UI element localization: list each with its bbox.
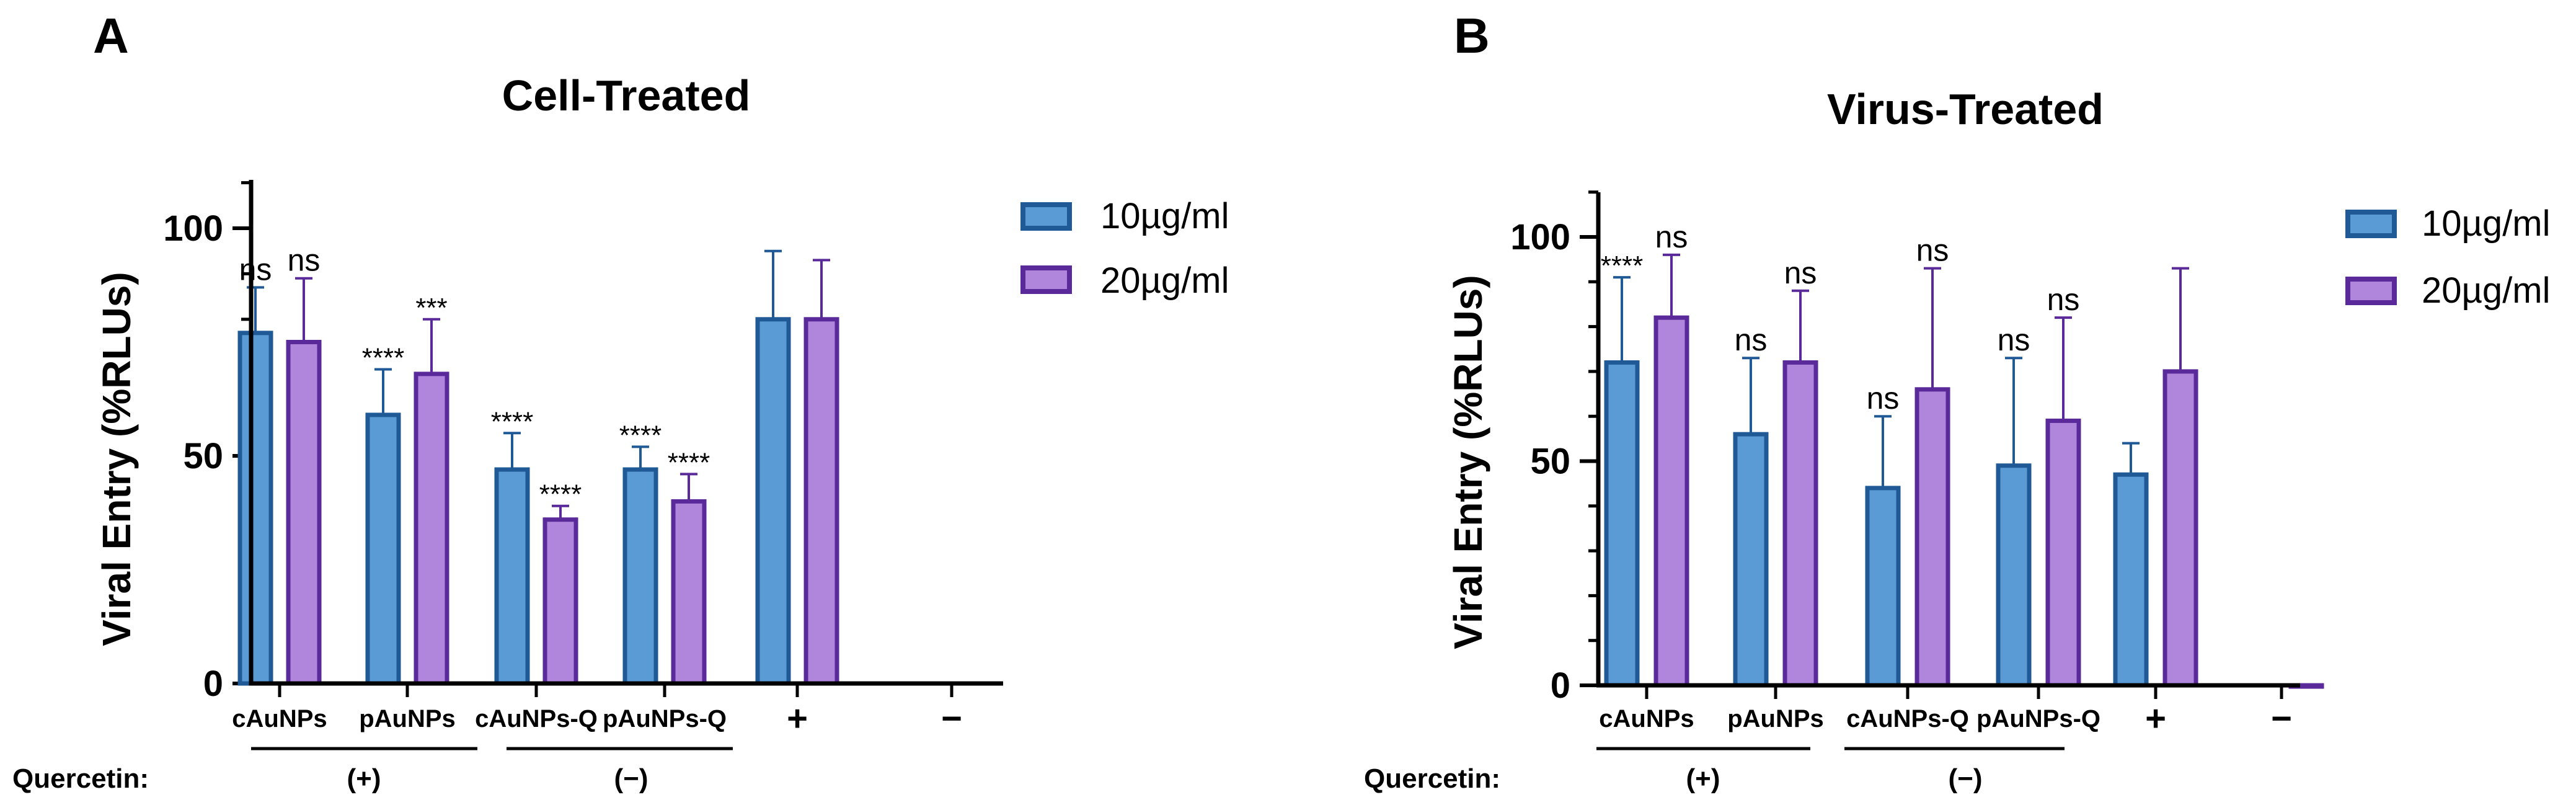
panel-b-bar (2045, 418, 2081, 688)
panel-b-significance-label: ns (1735, 323, 1768, 357)
legend-label-series1: 10µg/ml (1100, 196, 1229, 236)
group-label-plus: (+) (1686, 763, 1720, 794)
panel-b-significance-label: ns (2047, 282, 2080, 317)
group-label-minus: (−) (1949, 763, 1983, 794)
panel-a-significance-label: **** (362, 343, 405, 373)
quercetin-label: Quercetin: (1364, 763, 1500, 794)
panel-b-bar (1782, 360, 1818, 688)
panel-b-y-tick-label: 100 (1510, 217, 1570, 257)
panel-b-legend: 10µg/ml 20µg/ml (2345, 203, 2551, 311)
group-label-plus: (+) (347, 763, 381, 794)
panel-a-bar (237, 331, 273, 686)
panel-a-significance-label: ns (239, 252, 272, 287)
panel-a-significance-label: **** (668, 447, 710, 478)
panel-b-bar (2162, 369, 2198, 688)
panel-a-bar (622, 467, 658, 686)
panel-b-bar (1653, 315, 1689, 688)
panel-a-bar (286, 340, 322, 686)
legend-swatch-series1 (1020, 202, 1072, 231)
quercetin-label: Quercetin: (12, 763, 149, 794)
panel-a-significance-label: ns (288, 243, 321, 278)
panel-b-quercetin-footer: Quercetin: (+) (−) (1364, 747, 2065, 794)
panel-a-bar (671, 499, 707, 686)
panel-b-letter: B (1454, 8, 1490, 63)
panel-b-significance-label: ns (1867, 381, 1900, 416)
panel-a-significance-label: **** (491, 406, 534, 437)
panel-a-y-axis-label: Viral Entry (%RLUs) (94, 272, 139, 646)
panel-a-bar (494, 467, 530, 686)
legend-label-series2: 20µg/ml (2422, 270, 2551, 311)
panel-b-y-tick-label: 50 (1530, 442, 1570, 482)
legend-swatch-series2 (1020, 265, 1072, 294)
panel-a-x-tick-label: pAuNPs-Q (603, 705, 727, 732)
panel-a-legend: 10µg/ml 20µg/ml (1020, 196, 1229, 301)
panel-b-y-tick-label: 0 (1551, 665, 1570, 706)
panel-b-significance-label: **** (1601, 251, 1644, 281)
panel-a-bar (414, 372, 449, 686)
panel-a-y-tick-label: 50 (183, 436, 223, 476)
panel-a-x-tick-label: cAuNPs (232, 705, 327, 732)
panel-b-x-tick-label: pAuNPs-Q (1976, 705, 2100, 732)
panel-a-x-tick-label: cAuNPs-Q (475, 705, 598, 732)
panel-b: B Virus-Treated Viral Entry (%RLUs) 0 50 1… (1364, 8, 2551, 794)
panel-b-significance-label: ns (1784, 256, 1817, 290)
panel-a-letter: A (93, 8, 129, 63)
legend-swatch-series2 (2345, 277, 2397, 305)
panel-b-x-tick-label: cAuNPs (1599, 705, 1694, 732)
panel-a-bar (803, 317, 839, 686)
panel-a: A Cell-Treated Viral Entry (%RLUs) 0 50 10… (12, 8, 1229, 794)
panel-b-bar (1733, 432, 1769, 688)
panel-b-y-axis-label: Viral Entry (%RLUs) (1446, 275, 1490, 649)
panel-a-y-tick-label: 0 (203, 664, 223, 704)
panel-b-bar (1914, 387, 1950, 688)
panel-a-quercetin-footer: Quercetin: (+) (−) (12, 747, 733, 794)
panel-b-x-tick-label: − (2271, 698, 2292, 739)
panel-b-bar (1996, 463, 2032, 688)
panel-a-x-tick-label: − (941, 698, 962, 739)
panel-a-y-tick-label: 100 (163, 208, 223, 249)
panel-b-bar (1865, 486, 1901, 688)
panel-b-significance-label: ns (1998, 323, 2030, 357)
panel-b-x-tick-label: cAuNPs-Q (1846, 705, 1969, 732)
panel-a-bar (365, 412, 401, 686)
legend-label-series2: 20µg/ml (1100, 260, 1229, 301)
panel-b-x-tick-label: pAuNPs (1727, 705, 1824, 732)
panel-a-title: Cell-Treated (502, 71, 751, 120)
panel-b-title: Virus-Treated (1827, 85, 2104, 133)
group-label-minus: (−) (614, 763, 648, 794)
legend-swatch-series1 (2345, 210, 2397, 238)
panel-a-bar (542, 517, 578, 686)
panel-a-significance-label: **** (539, 479, 582, 510)
legend-label-series1: 10µg/ml (2422, 203, 2551, 244)
panel-b-significance-label: ns (1655, 220, 1688, 254)
panel-a-x-tick-label: + (787, 698, 808, 739)
panel-a-significance-label: *** (415, 293, 447, 323)
panel-b-significance-label: ns (1916, 233, 1949, 268)
panel-b-x-tick-label: + (2145, 698, 2166, 739)
panel-a-x-tick-label: pAuNPs (359, 705, 456, 732)
panel-b-bar (2113, 472, 2149, 688)
panel-a-bar (755, 317, 791, 686)
panel-b-bar (1604, 360, 1640, 688)
panel-a-significance-label: **** (619, 420, 662, 450)
